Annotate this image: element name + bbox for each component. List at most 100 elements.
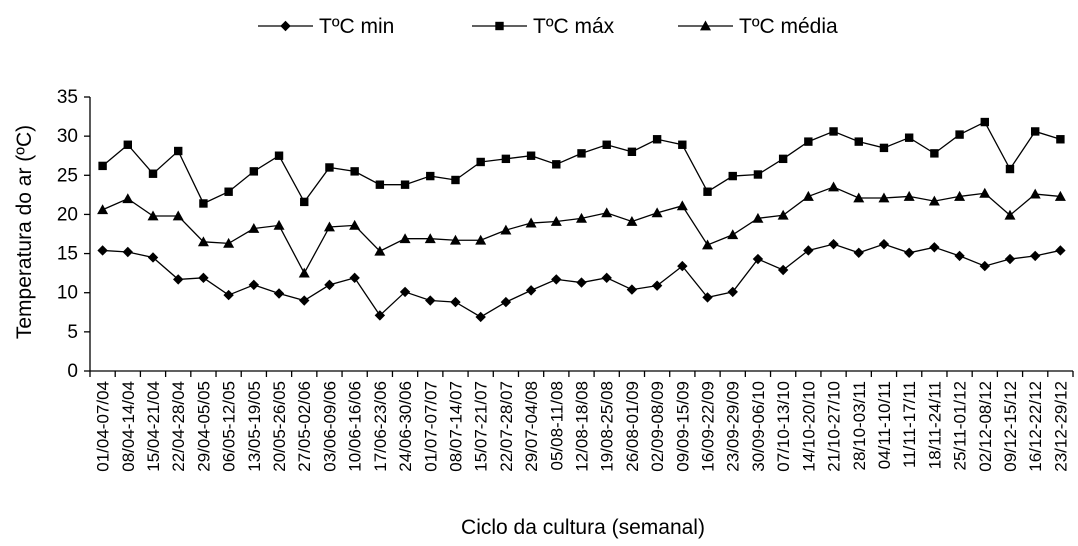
data-point [97, 245, 108, 256]
data-point [273, 288, 285, 299]
x-tick-label: 01/04-07/04 [94, 381, 113, 472]
data-point [627, 147, 637, 156]
data-point [97, 204, 109, 215]
data-point [374, 310, 386, 321]
x-tick-label: 29/04-05/05 [194, 381, 213, 472]
data-point [626, 215, 638, 226]
y-tick-label: 20 [57, 204, 78, 225]
legend-label: TºC min [319, 15, 394, 38]
data-point [979, 187, 991, 198]
data-point [601, 272, 612, 284]
data-point [298, 267, 310, 278]
data-point [500, 224, 512, 235]
data-point [903, 247, 915, 258]
data-point [525, 285, 537, 296]
x-tick-label: 11/11-17/11 [900, 381, 919, 468]
data-point [122, 193, 134, 204]
data-point [1029, 250, 1041, 262]
legend-label: TºC média [739, 15, 838, 38]
data-point [1030, 127, 1040, 136]
data-point [804, 137, 813, 146]
legend: TºC min TºC máx TºC média [258, 15, 838, 38]
x-tick-label: 02/09-08/09 [648, 381, 667, 472]
data-point [577, 149, 586, 158]
x-tick-label: 06/05-12/05 [220, 381, 239, 472]
data-point [300, 197, 309, 207]
data-point [350, 167, 359, 176]
x-tick-label: 08/04-14/04 [119, 381, 138, 472]
x-axis: 01/04-07/04 08/04-14/04 15/04-21/04 22/04-2… [89, 370, 1074, 472]
data-point [174, 146, 183, 156]
data-point [753, 170, 763, 179]
x-tick-label: 23/09-29/09 [724, 381, 743, 472]
data-point [172, 210, 184, 221]
data-point [702, 292, 713, 303]
data-point [879, 143, 889, 153]
x-tick-label: 03/06-09/06 [320, 381, 339, 472]
data-point [929, 242, 940, 253]
legend-marker [700, 20, 711, 31]
x-tick-label: 15/07-21/07 [472, 381, 491, 472]
x-tick-label: 19/08-25/08 [598, 381, 617, 472]
data-point [1004, 209, 1016, 220]
x-tick-label: 12/08-18/08 [573, 381, 592, 472]
x-tick-label: 16/12-22/12 [1026, 381, 1045, 472]
data-point [400, 180, 410, 189]
x-tick-label: 02/12-08/12 [976, 381, 995, 472]
x-tick-label: 17/06-23/06 [371, 381, 390, 472]
data-point [299, 295, 310, 306]
x-tick-label: 29/07-04/08 [522, 381, 541, 472]
data-point [878, 192, 890, 203]
data-point [173, 274, 184, 285]
data-point [777, 209, 789, 220]
x-tick-label: 23/12-29/12 [1051, 381, 1070, 472]
data-point [601, 207, 613, 218]
legend-label: TºC máx [533, 15, 615, 38]
data-point [651, 280, 663, 291]
x-tick-label: 22/04-28/04 [169, 381, 188, 472]
data-point [122, 246, 134, 258]
data-point [525, 217, 537, 228]
data-point [878, 238, 890, 250]
x-tick-label: 21/10-27/10 [825, 381, 844, 472]
series-1 [97, 238, 1066, 323]
legend-marker [495, 21, 504, 31]
x-tick-label: 20/05-26/05 [270, 381, 289, 472]
data-point [678, 140, 687, 149]
data-point [324, 279, 335, 291]
data-point [550, 215, 562, 226]
y-tick-label: 0 [67, 361, 78, 382]
x-tick-label: 09/12-15/12 [1001, 381, 1020, 472]
x-tick-label: 26/08-01/09 [623, 381, 642, 472]
data-point [1055, 245, 1066, 256]
x-tick-label: 05/08-11/08 [547, 381, 566, 470]
x-tick-label: 22/07-28/07 [497, 381, 516, 472]
data-point [728, 171, 737, 181]
data-point [828, 181, 840, 192]
data-point [652, 135, 662, 144]
data-point [98, 161, 107, 171]
data-point [930, 149, 939, 158]
data-point [475, 311, 486, 323]
data-point [854, 137, 863, 146]
data-point [1004, 253, 1016, 265]
data-point [677, 260, 688, 272]
x-tick-label: 15/04-21/04 [144, 381, 163, 472]
series-line [102, 121, 1061, 205]
data-point [349, 219, 361, 230]
data-point [903, 190, 915, 201]
data-point [1056, 135, 1065, 144]
x-axis-title: Ciclo da cultura (semanal) [461, 516, 705, 539]
legend-item-2: TºC máx [472, 15, 615, 38]
x-tick-label: 07/10-13/10 [774, 381, 793, 472]
x-tick-label: 10/06-16/06 [346, 381, 365, 472]
data-point [501, 154, 511, 164]
data-point [526, 151, 536, 160]
data-point [752, 253, 764, 265]
data-point [223, 289, 234, 301]
data-point [552, 160, 561, 169]
data-point [1005, 164, 1015, 174]
data-point [727, 286, 738, 298]
data-point [424, 233, 436, 244]
